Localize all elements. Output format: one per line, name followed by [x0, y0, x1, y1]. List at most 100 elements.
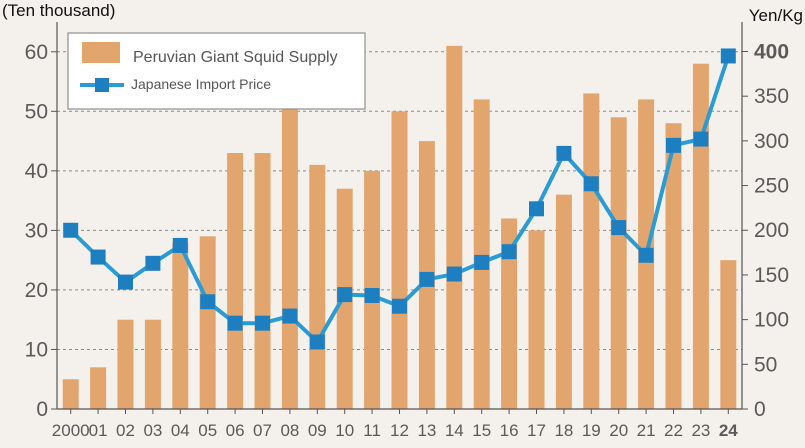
left-axis-ticks: 0 10 20 30 40 50 60 — [25, 41, 48, 421]
bar — [227, 152, 244, 409]
bar — [172, 242, 189, 409]
price-marker — [666, 137, 681, 153]
price-marker — [392, 298, 407, 314]
right-tick-label: 350 — [754, 85, 789, 108]
price-marker — [720, 48, 736, 64]
x-tick-label: 24 — [719, 421, 738, 440]
left-axis-unit-label: (Ten thousand) — [2, 1, 115, 20]
right-tick-label: 150 — [754, 264, 789, 287]
x-tick-label: 20 — [609, 421, 628, 440]
price-marker — [364, 287, 380, 303]
x-tick-label: 01 — [89, 421, 108, 440]
price-marker — [309, 334, 325, 350]
price-marker — [474, 254, 490, 270]
price-marker — [227, 315, 243, 331]
axes — [51, 22, 748, 414]
x-tick-label: 22 — [664, 421, 683, 440]
bar — [528, 230, 545, 409]
bar — [446, 45, 463, 410]
left-tick-label: 40 — [25, 160, 48, 183]
price-marker — [90, 249, 106, 265]
price-marker — [583, 176, 599, 192]
price-marker — [172, 237, 188, 253]
x-axis-ticks: 2000 01 02 03 04 05 06 07 08 09 10 11 12 13 14 15 16 17 18… — [52, 421, 739, 440]
price-marker — [337, 287, 353, 303]
left-tick-label: 10 — [25, 338, 48, 361]
x-tick-label: 08 — [280, 421, 299, 440]
x-tick-label: 04 — [171, 421, 190, 440]
bar — [254, 152, 271, 409]
x-tick-label: 02 — [116, 421, 135, 440]
price-marker — [255, 315, 270, 331]
right-tick-label: 400 — [754, 40, 789, 63]
price-marker — [556, 145, 572, 161]
bar — [62, 379, 79, 409]
right-axis-unit-label: Yen/Kg — [749, 6, 803, 25]
bars — [62, 45, 737, 410]
price-marker — [145, 255, 161, 271]
bar — [501, 218, 518, 409]
right-tick-label: 250 — [754, 175, 789, 198]
left-tick-label: 60 — [25, 41, 48, 64]
x-tick-label: 05 — [198, 421, 217, 440]
x-tick-label: 06 — [226, 421, 245, 440]
x-tick-label: 03 — [143, 421, 162, 440]
left-tick-label: 30 — [25, 219, 48, 242]
price-marker — [529, 201, 544, 217]
bar — [117, 319, 134, 409]
x-tick-label: 11 — [363, 421, 381, 440]
x-tick-label: 15 — [472, 421, 491, 440]
bar — [199, 236, 216, 409]
price-marker — [63, 222, 79, 238]
bar — [720, 260, 737, 409]
x-tick-label: 23 — [691, 421, 710, 440]
right-tick-label: 50 — [754, 353, 777, 376]
price-marker — [501, 244, 517, 260]
right-tick-label: 0 — [754, 398, 766, 421]
x-tick-label: 13 — [417, 421, 436, 440]
bar — [583, 93, 600, 409]
right-tick-label: 200 — [754, 219, 789, 242]
bar — [555, 194, 572, 409]
left-tick-label: 20 — [25, 279, 48, 302]
x-tick-label: 10 — [335, 421, 354, 440]
x-tick-label: 09 — [308, 421, 327, 440]
bar — [309, 164, 326, 409]
right-axis-ticks: 0 50 100 150 200 250 300 350 400 — [754, 40, 789, 421]
legend-line-label: Japanese Import Price — [131, 76, 271, 92]
price-marker — [200, 294, 216, 310]
bar — [281, 93, 298, 409]
bar — [144, 319, 161, 409]
left-tick-label: 0 — [36, 398, 48, 421]
price-marker — [693, 131, 709, 147]
left-tick-label: 50 — [25, 100, 48, 123]
legend-bar-swatch — [82, 42, 120, 63]
legend-marker-swatch — [95, 78, 109, 92]
right-tick-label: 300 — [754, 130, 789, 153]
x-tick-label: 21 — [637, 421, 656, 440]
right-tick-label: 100 — [754, 309, 789, 332]
legend: Peruvian Giant Squid Supply Japanese Imp… — [67, 32, 366, 110]
legend-bar-label: Peruvian Giant Squid Supply — [133, 49, 338, 66]
price-marker — [638, 247, 654, 263]
bar — [90, 367, 107, 409]
price-line — [63, 48, 736, 350]
bar — [473, 99, 490, 410]
price-marker — [282, 308, 298, 324]
price-marker — [446, 266, 462, 282]
bar — [391, 111, 408, 410]
bar — [692, 63, 709, 410]
price-marker — [611, 220, 627, 236]
x-tick-label: 19 — [582, 421, 601, 440]
x-tick-label: 2000 — [52, 421, 90, 440]
price-marker — [419, 271, 435, 287]
bar — [665, 123, 682, 409]
x-tick-label: 12 — [390, 421, 409, 440]
x-tick-label: 17 — [527, 421, 546, 440]
x-tick-label: 14 — [445, 421, 464, 440]
bar — [610, 117, 627, 409]
x-tick-label: 18 — [554, 421, 573, 440]
x-tick-label: 07 — [253, 421, 272, 440]
price-marker — [118, 274, 133, 290]
